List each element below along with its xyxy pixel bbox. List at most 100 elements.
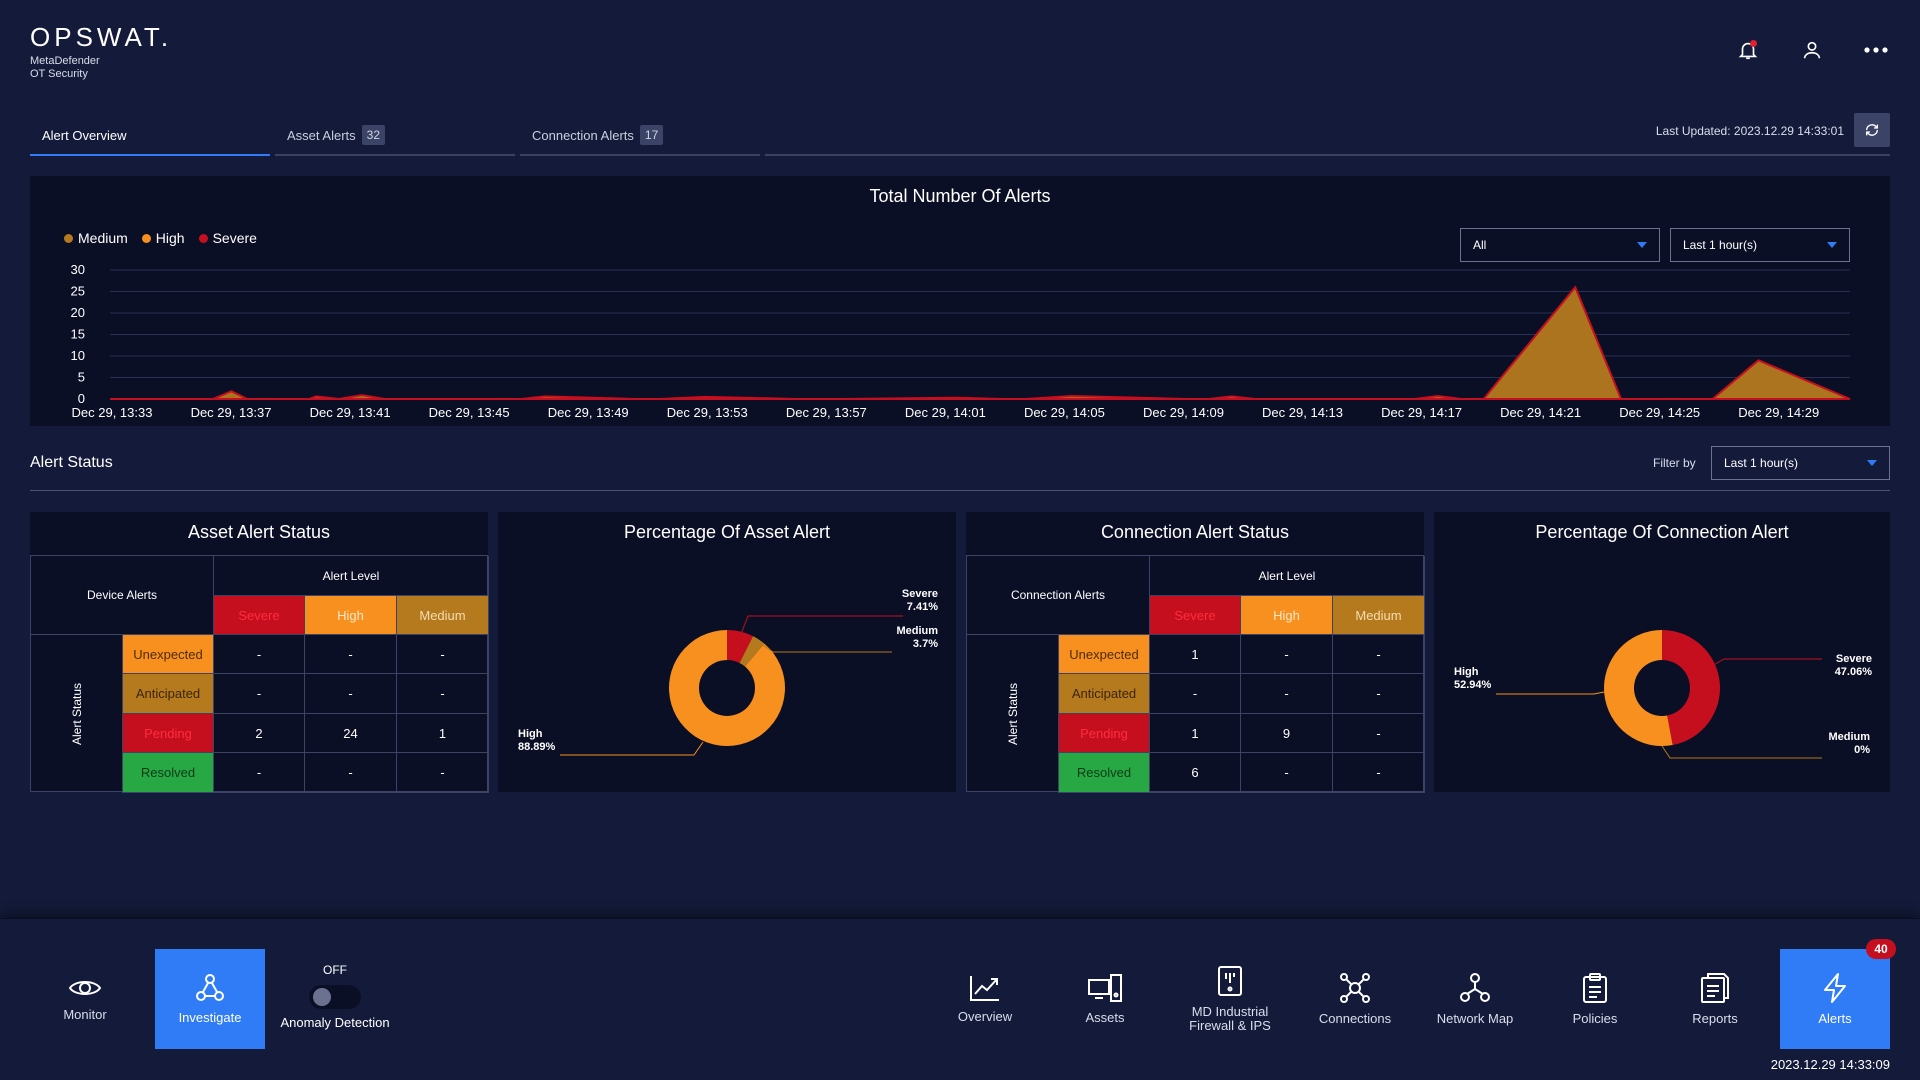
firewall-device-icon (1218, 966, 1242, 996)
nav-overview[interactable]: Overview (930, 949, 1040, 1049)
anomaly-detection-toggle[interactable] (309, 985, 361, 1009)
time-range-select[interactable]: Last 1 hour(s) (1670, 228, 1850, 262)
nav-label: Connections (1318, 1011, 1392, 1026)
nav-assets[interactable]: Assets (1050, 949, 1160, 1049)
table-cell: 1 (397, 714, 489, 753)
more-options-icon[interactable] (1862, 36, 1890, 64)
nav-connections[interactable]: Connections (1300, 949, 1410, 1049)
y-tick-label: 15 (71, 327, 85, 342)
select-value: All (1473, 238, 1487, 252)
clipboard-icon (1583, 973, 1607, 1003)
x-tick-label: Dec 29, 14:29 (1738, 405, 1819, 420)
lightning-bolt-icon (1824, 973, 1846, 1003)
tab-alert-overview[interactable]: Alert Overview (30, 116, 270, 156)
nav-policies[interactable]: Policies (1540, 949, 1650, 1049)
table-corner-header: Device Alerts (31, 556, 214, 635)
refresh-button[interactable] (1854, 113, 1890, 147)
x-tick-label: Dec 29, 13:49 (548, 405, 629, 420)
x-tick-label: Dec 29, 13:41 (310, 405, 391, 420)
table-cell: 24 (305, 714, 397, 753)
asset-alert-status-panel: Asset Alert Status Device Alerts Alert Le… (30, 512, 489, 793)
alerts-area-chart: 0 5 10 15 20 25 30 Dec 29, 13:33 Dec 29, 13:37 De… (71, 262, 1851, 420)
legend-item-high[interactable]: High (141, 230, 185, 246)
opswat-logo: OPSWAT. MetaDefender OT Security (30, 22, 172, 81)
slice-name: Severe (901, 588, 938, 600)
connection-percentage-panel: Percentage Of Connection Alert Severe 47… (1434, 512, 1890, 792)
devices-icon (1088, 974, 1122, 1002)
donut-leader-line (740, 615, 903, 635)
table-cell: - (1150, 674, 1241, 714)
donut-slice-medium[interactable] (739, 636, 765, 667)
tab-asset-alerts[interactable]: Asset Alerts 32 (275, 116, 515, 156)
app-header: OPSWAT. MetaDefender OT Security (0, 0, 1920, 110)
product-name-line1: MetaDefender (30, 55, 100, 67)
total-alerts-chart-panel: Total Number Of Alerts Medium High Sever… (30, 176, 1890, 426)
donut-leader-line (560, 741, 704, 756)
slice-pct: 47.06% (1834, 666, 1872, 678)
alert-status-title: Alert Status (30, 454, 113, 471)
connections-hub-icon (1340, 973, 1370, 1003)
nav-alerts[interactable]: Alerts (1780, 949, 1890, 1049)
row-label-anticipated: Anticipated (123, 674, 214, 714)
level-header-high: High (1241, 596, 1333, 635)
tab-connection-alerts[interactable]: Connection Alerts 17 (520, 116, 760, 156)
panel-title: Percentage Of Connection Alert (1535, 522, 1789, 542)
donut-slice-high[interactable] (669, 630, 785, 746)
slice-pct: 3.7% (912, 638, 938, 650)
nav-label: Reports (1692, 1011, 1738, 1026)
panel-title: Percentage Of Asset Alert (623, 522, 831, 542)
row-label-pending: Pending (1059, 714, 1150, 753)
legend-dot (198, 233, 208, 243)
nav-reports[interactable]: Reports (1660, 949, 1770, 1049)
notifications-bell-icon[interactable] (1734, 36, 1762, 64)
table-cell: - (1333, 674, 1425, 714)
legend-dot (141, 233, 151, 243)
donut-slice-severe[interactable] (1662, 630, 1720, 746)
row-label-anticipated: Anticipated (1059, 674, 1150, 714)
table-cell: - (1333, 714, 1425, 753)
tab-count-badge: 17 (639, 125, 664, 145)
row-label-pending: Pending (123, 714, 214, 753)
chevron-down-icon (1867, 460, 1877, 466)
donut-label-medium: Medium 3.7% (892, 625, 938, 651)
system-clock: 2023.12.29 14:33:09 (1770, 1057, 1890, 1072)
legend-item-severe[interactable]: Severe (198, 230, 257, 246)
vertical-header-label: Alert Status (70, 682, 84, 746)
toggle-state-label: OFF (323, 963, 347, 977)
anomaly-detection-label: Anomaly Detection (280, 1015, 390, 1030)
legend-dot (64, 233, 73, 243)
product-name-line2: OT Security (30, 68, 88, 80)
donut-slice-severe[interactable] (727, 630, 754, 663)
x-tick-label: Dec 29, 14:17 (1381, 405, 1462, 420)
row-label-resolved: Resolved (123, 753, 214, 793)
legend-item-medium[interactable]: Medium (64, 230, 128, 246)
tab-underline (765, 154, 1890, 156)
panel-title: Asset Alert Status (187, 522, 331, 542)
y-tick-label: 5 (78, 370, 85, 385)
x-tick-label: Dec 29, 13:57 (786, 405, 867, 420)
status-time-range-select[interactable]: Last 1 hour(s) (1711, 446, 1890, 480)
row-label-resolved: Resolved (1059, 753, 1150, 793)
nav-investigate[interactable]: Investigate (155, 949, 265, 1049)
reports-documents-icon (1701, 973, 1729, 1003)
asset-donut-chart (560, 615, 903, 756)
nav-network-map[interactable]: Network Map (1420, 949, 1530, 1049)
select-value: Last 1 hour(s) (1683, 238, 1758, 252)
alert-type-select[interactable]: All (1460, 228, 1660, 262)
tab-label: Connection Alerts (532, 127, 634, 143)
user-profile-icon[interactable] (1798, 36, 1826, 64)
donut-slice-high[interactable] (1604, 630, 1673, 746)
nav-md-industrial-firewall[interactable]: MD Industrial Firewall & IPS (1175, 949, 1285, 1049)
nav-label: Network Map (1436, 1011, 1514, 1026)
table-corner-header: Connection Alerts (967, 556, 1150, 635)
investigate-nodes-icon (196, 974, 224, 1001)
table-cell: - (214, 635, 305, 674)
y-tick-label: 20 (71, 305, 85, 320)
x-tick-label: Dec 29, 13:45 (429, 405, 510, 420)
legend-label: Severe (212, 230, 257, 246)
table-cell: - (1333, 635, 1425, 674)
table-cell: - (397, 753, 489, 793)
nav-monitor[interactable]: Monitor (30, 949, 140, 1049)
network-map-icon (1460, 973, 1490, 1002)
nav-label: Overview (957, 1009, 1013, 1024)
